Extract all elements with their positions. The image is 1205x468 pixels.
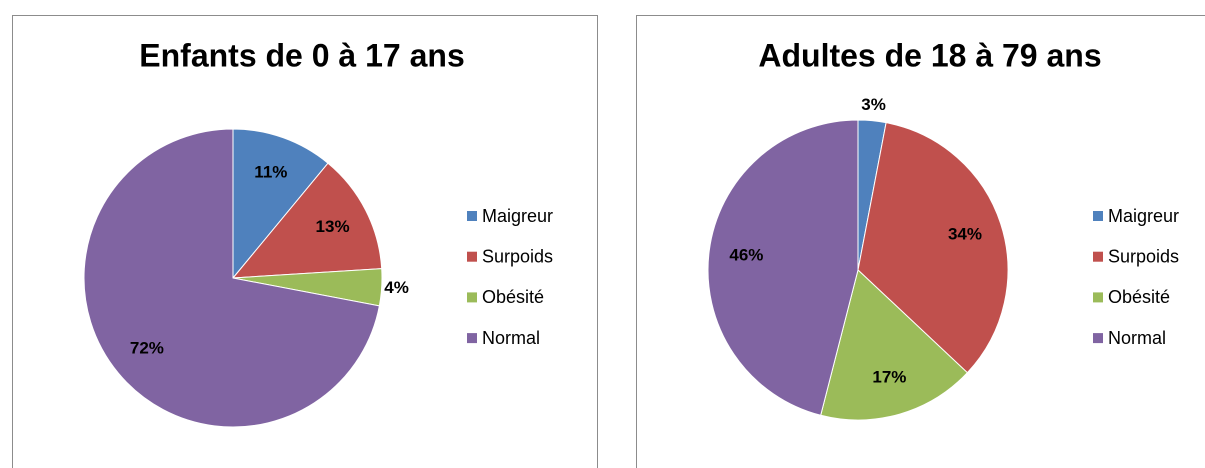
data-label: 13% [316,217,350,236]
pie-slice [231,162,383,279]
legend-swatch [467,292,477,303]
legend-swatch [467,211,477,221]
chart-title: Adultes de 18 à 79 ans [758,37,1101,73]
pie-slice [820,269,969,421]
chart-frame [636,15,1205,468]
pie-slice [83,128,380,428]
data-label: 46% [729,245,763,264]
legend-label: Surpoids [482,246,553,266]
legend-swatch [1093,292,1103,303]
legend-label: Obésité [482,287,544,307]
legend-label: Surpoids [1108,246,1179,266]
pie-slice [232,128,329,280]
legend-label: Maigreur [1108,206,1179,226]
data-label: 4% [384,278,409,297]
legend-swatch [467,333,477,344]
data-label: 72% [130,339,164,358]
legend-swatch [1093,333,1103,344]
pie-slice [857,122,1009,374]
legend-swatch [1093,211,1103,221]
data-label: 17% [872,368,906,387]
legend-label: Normal [482,328,540,348]
data-label: 34% [948,225,982,244]
legend-label: Obésité [1108,287,1170,307]
legend-swatch [467,251,477,262]
pie-slice [707,119,859,416]
legend-label: Normal [1108,328,1166,348]
legend-label: Maigreur [482,206,553,226]
chart-frame [12,15,598,468]
legend-swatch [1093,251,1103,262]
data-label: 11% [254,162,287,181]
chart-title: Enfants de 0 à 17 ans [139,37,464,73]
data-label: 3% [861,95,886,114]
